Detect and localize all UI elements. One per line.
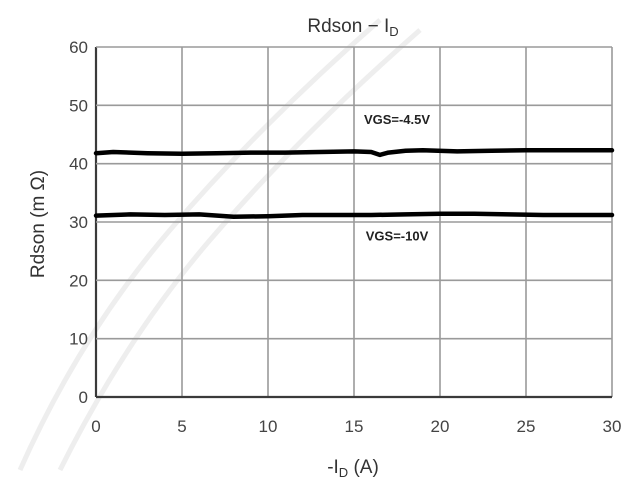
y-tick-label: 20 (69, 271, 88, 290)
chart-title-subscript: D (389, 24, 398, 39)
y-tick-label: 10 (69, 330, 88, 349)
chart-title-main: Rdson − I (307, 16, 389, 37)
x-tick-label: 15 (345, 417, 364, 436)
x-tick-label: 10 (259, 417, 278, 436)
x-tick-label: 5 (177, 417, 186, 436)
tick-labels: 0 5 10 15 20 25 30 0 10 20 30 40 50 60 (69, 38, 621, 436)
y-tick-label: 0 (79, 388, 88, 407)
annotations: VGS=-4.5V VGS=-10V (364, 112, 430, 244)
annotation-vgs-10v: VGS=-10V (366, 229, 429, 244)
annotation-vgs-4-5v: VGS=-4.5V (364, 112, 430, 127)
x-axis-title: -ID (A) (327, 457, 379, 480)
chart-title: Rdson − ID (307, 16, 398, 39)
series-line-vgs-10v (93, 211, 615, 220)
series-line-vgs-4-5v (93, 148, 615, 158)
series-layer (93, 148, 615, 220)
x-tick-label: 20 (431, 417, 450, 436)
x-tick-label: 25 (517, 417, 536, 436)
y-tick-label: 50 (69, 96, 88, 115)
x-tick-label: 0 (91, 417, 100, 436)
y-tick-label: 30 (69, 213, 88, 232)
x-axis-title-unit: (A) (348, 457, 379, 478)
x-axis-title-main: -I (327, 457, 339, 478)
y-tick-label: 60 (69, 38, 88, 57)
watermark (17, 18, 422, 472)
y-axis-title: Rdson (m Ω) (28, 170, 49, 278)
x-axis-title-subscript: D (339, 465, 348, 480)
x-tick-label: 30 (603, 417, 622, 436)
grid (94, 46, 613, 399)
y-tick-label: 40 (69, 155, 88, 174)
